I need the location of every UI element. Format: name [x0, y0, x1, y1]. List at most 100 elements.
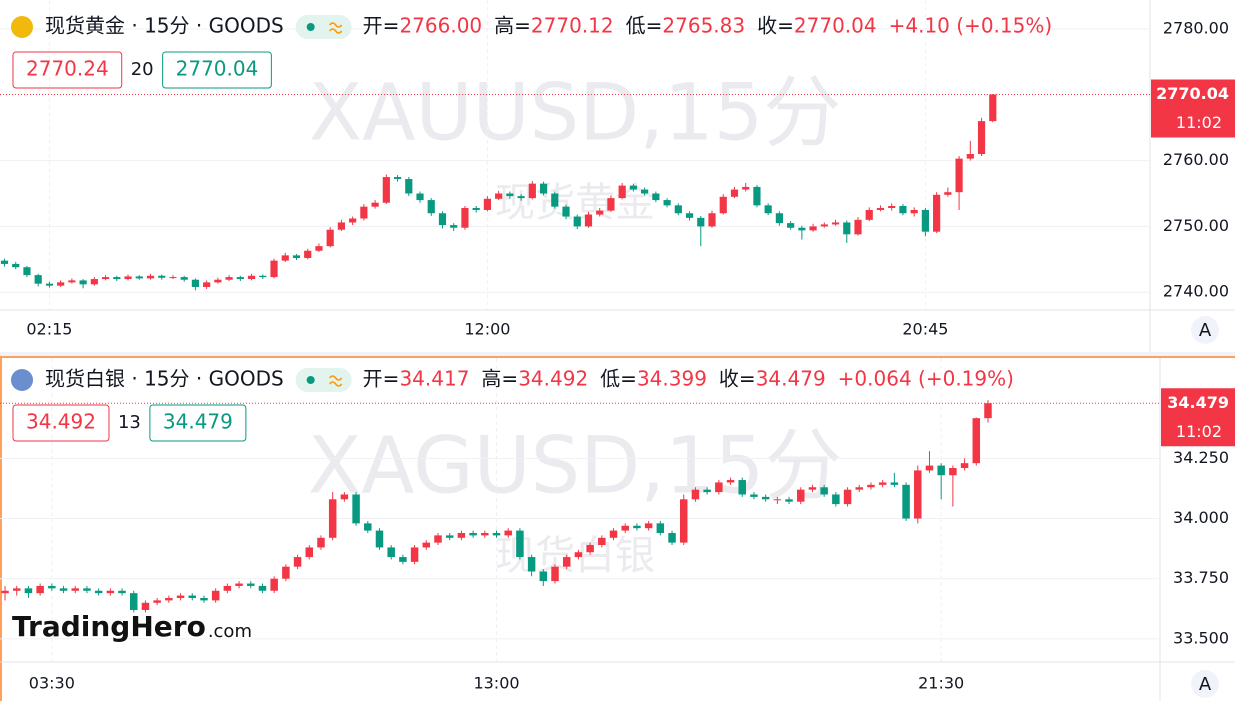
- candle-body: [708, 213, 716, 227]
- candle-body: [890, 482, 899, 485]
- field-value: 2770.12: [531, 14, 614, 38]
- auto-scale-label: A: [1199, 674, 1212, 695]
- spread: 20: [131, 59, 154, 80]
- candle-body: [469, 532, 477, 536]
- price-tag: [1151, 79, 1235, 138]
- candle-body: [831, 222, 840, 225]
- ask: 34.479: [163, 410, 233, 434]
- candle-body: [785, 499, 793, 502]
- candle-body: [551, 193, 559, 207]
- candle-body: [416, 193, 424, 201]
- candle-body: [937, 465, 945, 476]
- candle-body: [910, 209, 918, 214]
- candle-body: [878, 482, 887, 485]
- candle-body: [225, 277, 233, 280]
- candle-body: [59, 588, 68, 591]
- candle-body: [641, 189, 649, 194]
- candle-body: [573, 216, 581, 227]
- candle-body: [516, 530, 524, 558]
- candle-body: [865, 209, 873, 220]
- price-tag-label: 2770.04: [1156, 84, 1229, 103]
- panel-divider: [0, 352, 1235, 356]
- symbol-icon: [11, 369, 33, 391]
- candle-body: [340, 494, 349, 500]
- field-value: 2770.04: [794, 14, 877, 38]
- candle-body: [787, 223, 795, 228]
- candle-body: [1, 590, 9, 594]
- field-name: 高=: [481, 367, 518, 391]
- candle-body: [596, 210, 604, 215]
- candle-body: [405, 179, 413, 194]
- candle-body: [483, 198, 491, 210]
- candle-body: [921, 209, 929, 232]
- candle-body: [989, 94, 997, 122]
- candle-body: [292, 255, 301, 259]
- candle-body: [169, 277, 177, 279]
- candle-body: [349, 218, 357, 223]
- candle-body: [270, 578, 278, 591]
- candle-body: [315, 246, 323, 251]
- candle-body: [141, 602, 150, 611]
- symbol-name: 现货白银 · 15分 · GOODS: [45, 367, 284, 391]
- candle-body: [282, 566, 290, 579]
- ask-box: [162, 51, 272, 89]
- y-tick-label: 2740.00: [1163, 282, 1229, 301]
- field-value: 34.492: [518, 367, 588, 391]
- x-tick-label: 13:00: [473, 674, 519, 693]
- candle-body: [674, 205, 682, 214]
- bid: 34.492: [26, 410, 96, 434]
- candle-body: [775, 213, 783, 224]
- field-value: 2765.83: [662, 14, 745, 38]
- candle-body: [48, 585, 56, 589]
- candle-body: [562, 206, 570, 217]
- auto-scale-button[interactable]: [1191, 670, 1219, 698]
- candle-body: [375, 530, 384, 548]
- symbol-name: 现货黄金 · 15分 · GOODS: [45, 14, 284, 38]
- candle-body: [668, 532, 676, 543]
- candle-body: [259, 275, 267, 278]
- status-dot: [306, 376, 315, 384]
- candle-body: [71, 588, 79, 591]
- candle-body: [797, 489, 805, 502]
- candle-body: [663, 200, 671, 206]
- candle-body: [79, 280, 87, 285]
- candle-body: [461, 207, 469, 228]
- candle-body: [730, 189, 739, 197]
- candle-body: [504, 530, 512, 536]
- candle-body: [773, 499, 782, 501]
- candle-body: [621, 525, 629, 531]
- candle-body: [820, 487, 828, 495]
- candle-body: [135, 276, 143, 279]
- candle-body: [382, 177, 390, 203]
- candle-body: [438, 213, 447, 226]
- candle-body: [211, 590, 220, 601]
- candle-body: [106, 590, 115, 594]
- candle-body: [422, 542, 431, 548]
- candle-body: [200, 597, 208, 601]
- candle-body: [703, 489, 711, 493]
- candle-body: [57, 282, 65, 286]
- candle-body: [495, 193, 503, 199]
- candle-body: [738, 480, 746, 495]
- candle-body: [715, 482, 723, 493]
- candle-body: [281, 255, 289, 261]
- bid-box: [12, 51, 123, 89]
- candle-body: [165, 597, 173, 601]
- candle-body: [305, 547, 314, 558]
- candle-body: [90, 279, 98, 285]
- candle-body: [888, 206, 896, 208]
- bid: 2770.24: [26, 57, 109, 81]
- candle-body: [393, 177, 402, 180]
- candle-body: [609, 530, 618, 538]
- candle-body: [364, 523, 372, 531]
- candle-body: [83, 588, 91, 591]
- auto-scale-label: A: [1199, 320, 1212, 341]
- candle-body: [235, 583, 243, 586]
- field-name: 高=: [494, 14, 531, 38]
- candle-body: [45, 283, 54, 286]
- candle-body: [551, 566, 559, 582]
- auto-scale-button[interactable]: [1191, 316, 1219, 344]
- candle-body: [247, 275, 256, 280]
